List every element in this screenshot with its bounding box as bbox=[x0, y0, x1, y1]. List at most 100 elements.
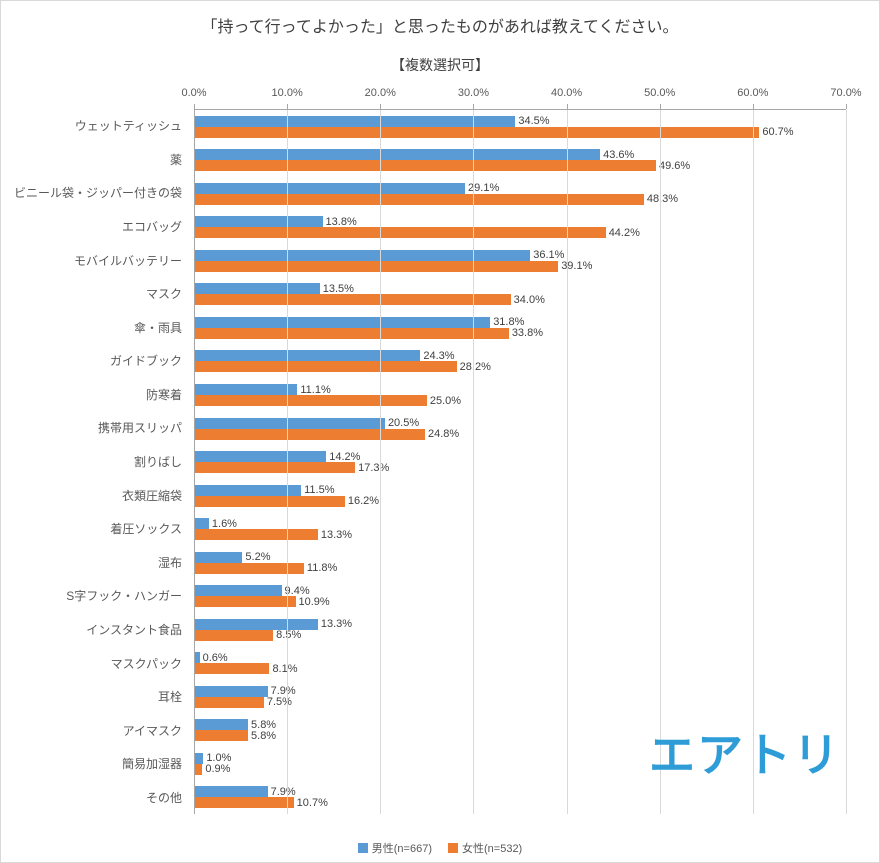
bar-male bbox=[194, 115, 516, 127]
bar-female bbox=[194, 529, 318, 541]
chart-title: 「持って行ってよかった」と思ったものがあれば教えてください。 bbox=[201, 19, 679, 36]
airtrip-logo: エアトリ bbox=[649, 729, 841, 781]
x-axis-tick-label: 30.0% bbox=[457, 87, 490, 99]
bar-group: 36.1% 39.1% bbox=[194, 244, 846, 278]
bar-group: 7.9% 7.5% bbox=[194, 680, 846, 714]
bar-female bbox=[194, 193, 644, 205]
axis-tick bbox=[473, 104, 475, 109]
bar-female bbox=[194, 696, 264, 708]
x-axis-tick-label: 50.0% bbox=[644, 87, 676, 99]
legend-item: 女性(n=532) bbox=[448, 840, 522, 856]
bar-line: 13.8% bbox=[194, 216, 846, 228]
value-label: 0.6% bbox=[202, 651, 228, 664]
bar-group: 29.1% 48.3% bbox=[194, 177, 846, 211]
category-label: S字フック・ハンガー bbox=[66, 589, 182, 604]
bar-male bbox=[194, 216, 323, 228]
category-label: アイマスク bbox=[122, 723, 182, 738]
bar-line: 5.8% bbox=[194, 729, 846, 742]
gridline bbox=[752, 110, 754, 814]
axis-tick bbox=[566, 104, 568, 109]
bar-female bbox=[194, 797, 294, 809]
axis-tick bbox=[659, 104, 661, 109]
bar-rows: 34.5% 60.7% 43.6% 49.6% 29.1% 48.3% 13.8% 44.2%… bbox=[194, 110, 846, 814]
bar-line: 48.3% bbox=[194, 193, 846, 206]
bar-female bbox=[194, 327, 509, 339]
bar-group: 11.5% 16.2% bbox=[194, 479, 846, 513]
bar-group: 43.6% 49.6% bbox=[194, 144, 846, 178]
x-axis-tick-label: 70.0% bbox=[830, 87, 862, 99]
bar-line: 11.5% bbox=[194, 484, 846, 496]
legend-label: 女性(n=532) bbox=[462, 843, 523, 855]
category-label: マスク bbox=[145, 287, 182, 302]
bar-line: 39.1% bbox=[194, 260, 846, 273]
category-label: 防寒着 bbox=[145, 387, 182, 402]
legend-item: 男性(n=667) bbox=[357, 840, 432, 856]
legend-swatch bbox=[357, 843, 368, 853]
bar-line: 17.3% bbox=[194, 461, 846, 474]
gridline bbox=[846, 110, 847, 814]
bar-female bbox=[194, 260, 559, 272]
bar-line: 9.4% bbox=[194, 584, 846, 597]
value-label: 44.2% bbox=[608, 226, 640, 239]
bar-group: 34.5% 60.7% bbox=[194, 110, 846, 144]
legend: 男性(n=667) 女性(n=532) bbox=[1, 840, 879, 856]
bar-group: 11.1% 25.0% bbox=[194, 378, 846, 412]
value-label: 5.2% bbox=[245, 551, 271, 564]
value-label: 8.1% bbox=[272, 662, 298, 675]
value-label: 28.2% bbox=[459, 360, 491, 373]
value-label: 39.1% bbox=[561, 260, 593, 273]
bar-line: 11.1% bbox=[194, 384, 846, 396]
axis-tick bbox=[846, 104, 847, 109]
bar-female bbox=[194, 294, 511, 306]
bar-male bbox=[194, 719, 249, 731]
value-label: 33.8% bbox=[511, 327, 544, 340]
category-label: モバイルバッテリー bbox=[73, 253, 182, 268]
value-label: 11.8% bbox=[306, 562, 338, 575]
value-label: 36.1% bbox=[533, 249, 565, 262]
bar-line: 31.8% bbox=[194, 316, 846, 329]
bar-line: 10.7% bbox=[194, 797, 846, 809]
value-label: 31.8% bbox=[493, 316, 525, 329]
category-label: 傘・雨具 bbox=[133, 320, 182, 335]
bar-group: 13.3% 8.5% bbox=[194, 613, 846, 647]
value-label: 16.2% bbox=[347, 495, 380, 508]
value-label: 8.5% bbox=[276, 629, 302, 642]
category-axis: ウェットティッシュ薬ビニール袋・ジッパー付きの袋 エコバッグ モバイルバッテリー マス… bbox=[1, 109, 188, 814]
value-label: 5.8% bbox=[251, 729, 277, 742]
bar-female bbox=[194, 596, 296, 608]
category-label: ウェットティッシュ bbox=[74, 119, 182, 134]
bar-group: 13.8% 44.2% bbox=[194, 211, 846, 245]
bar-line: 13.3% bbox=[194, 528, 846, 541]
bar-line: 29.1% bbox=[194, 182, 846, 194]
axis-tick bbox=[194, 104, 195, 109]
x-axis-tick-label: 10.0% bbox=[271, 87, 303, 99]
value-label: 9.4% bbox=[284, 584, 310, 597]
bar-line: 5.2% bbox=[194, 551, 846, 564]
gridline bbox=[380, 110, 382, 814]
bar-male bbox=[194, 518, 209, 530]
bar-line: 0.6% bbox=[194, 651, 846, 664]
value-label: 17.3% bbox=[358, 461, 390, 474]
category-label: 湿布 bbox=[157, 555, 182, 570]
category-label: マスクパック bbox=[110, 656, 182, 671]
category-label: 携帯用スリッパ bbox=[97, 421, 182, 436]
bar-female bbox=[194, 629, 274, 641]
bar-group: 1.6% 13.3% bbox=[194, 512, 846, 546]
bar-line: 49.6% bbox=[194, 159, 846, 172]
bar-line: 13.3% bbox=[194, 618, 846, 631]
gridline bbox=[473, 110, 475, 814]
bar-line: 13.5% bbox=[194, 283, 846, 295]
category-label: その他 bbox=[145, 790, 182, 805]
bar-group: 5.2% 11.8% bbox=[194, 546, 846, 580]
legend-label: 男性(n=667) bbox=[371, 843, 432, 855]
value-label: 13.3% bbox=[320, 528, 353, 541]
bar-female bbox=[194, 428, 425, 440]
value-label: 0.9% bbox=[205, 763, 231, 776]
value-label: 43.6% bbox=[603, 148, 635, 161]
value-label: 13.3% bbox=[320, 618, 353, 631]
value-label: 24.8% bbox=[427, 428, 460, 441]
value-label: 49.6% bbox=[658, 159, 691, 172]
value-label: 10.9% bbox=[298, 595, 330, 608]
value-label: 48.3% bbox=[646, 193, 679, 206]
